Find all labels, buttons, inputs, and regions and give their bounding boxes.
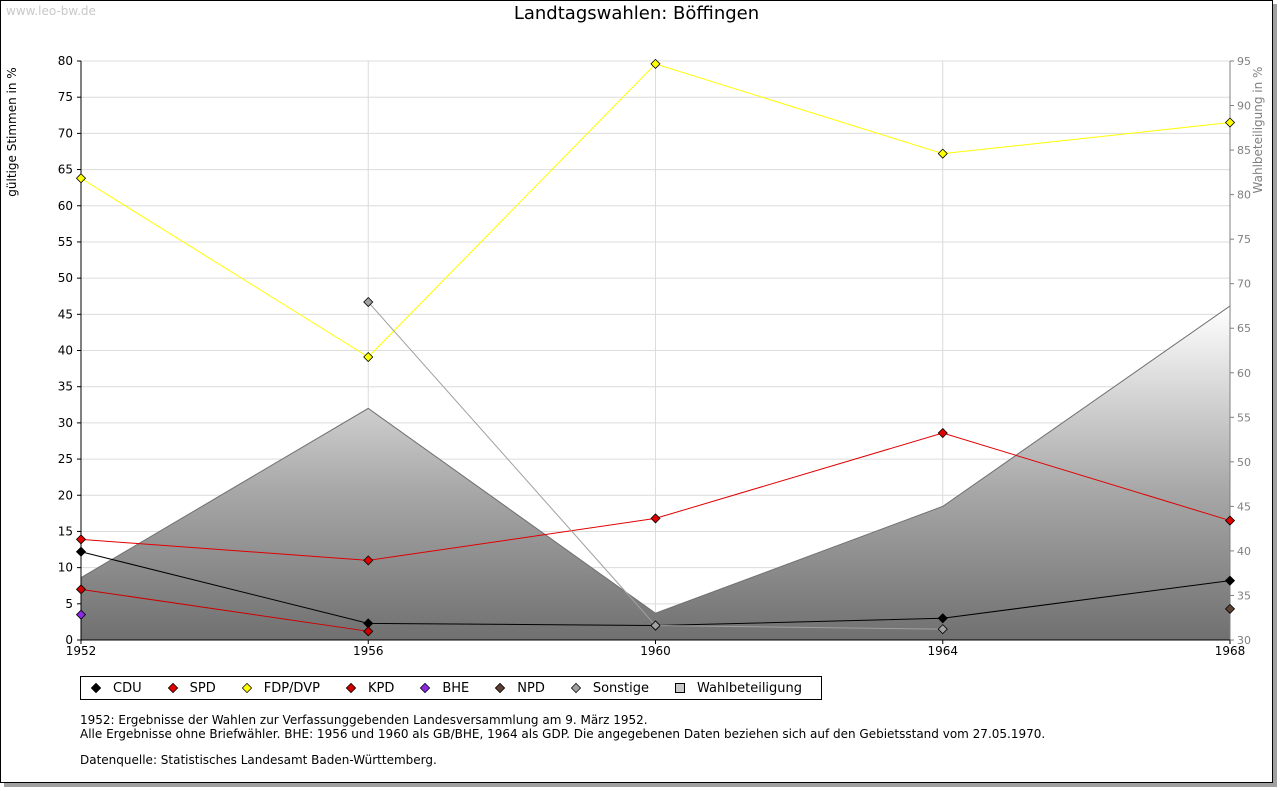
y2-tick-label: 85	[1237, 144, 1251, 157]
legend-label: CDU	[113, 680, 142, 696]
diamond-icon	[420, 682, 431, 694]
data-point	[363, 351, 374, 363]
x-tick-label: 1952	[66, 644, 97, 658]
x-tick-label: 1964	[927, 644, 958, 658]
y-tick-label: 0	[65, 633, 73, 647]
diamond-icon	[495, 682, 506, 694]
legend-item-cdu[interactable]: CDU	[90, 680, 142, 696]
diamond-icon	[90, 682, 102, 694]
chart-canvas: 0 5 10 15 20 25 30 35 40 45 50 55 60 65 70 75 80 1952 1956…	[5, 54, 1265, 658]
y2-tick-label: 90	[1237, 100, 1251, 113]
legend-label: BHE	[442, 680, 470, 696]
y2-tick-label: 95	[1237, 55, 1251, 68]
y-tick-label: 40	[58, 344, 73, 358]
x-tick-label: 1968	[1215, 644, 1246, 658]
legend-label: SPD	[189, 680, 216, 696]
y2-tick-label: 75	[1237, 233, 1251, 246]
y-tick-label: 60	[58, 199, 73, 213]
watermark: www.leo-bw.de	[6, 4, 96, 18]
data-point	[937, 613, 948, 624]
y2-tick-label: 40	[1237, 545, 1251, 558]
data-point	[650, 620, 661, 631]
diamond-icon	[570, 682, 581, 694]
data-point	[75, 546, 87, 557]
data-point	[650, 513, 661, 524]
y-tick-label: 50	[58, 271, 73, 285]
y2-tick-label: 65	[1237, 322, 1251, 335]
data-point	[1224, 603, 1236, 614]
legend-item-fdp-dvp[interactable]: FDP/DVP	[241, 680, 320, 696]
series-spd	[75, 427, 1236, 566]
footnote-general: Alle Ergebnisse ohne Briefwähler. BHE: 1…	[80, 727, 1046, 741]
legend-label: FDP/DVP	[263, 680, 320, 696]
y-tick-label: 75	[58, 90, 73, 104]
data-source: Datenquelle: Statistisches Landesamt Bad…	[80, 753, 437, 767]
data-point	[363, 296, 374, 308]
legend-item-bhe[interactable]: BHE	[420, 681, 469, 696]
legend-label: Wahlbeteiligung	[697, 680, 803, 696]
footnotes: 1952: Ergebnisse der Wahlen zur Verfassu…	[80, 713, 1045, 767]
y-tick-label: 30	[58, 416, 73, 430]
data-point	[937, 148, 948, 159]
data-point	[75, 173, 87, 184]
x-tick-label: 1956	[353, 644, 384, 658]
chart-title: Landtagswahlen: Böffingen	[513, 3, 760, 24]
legend: CDU SPD FDP/DVP KPD BHE NPD Sonstige Wah…	[80, 676, 822, 700]
y2-tick-label: 60	[1237, 367, 1251, 380]
y2-tick-label: 30	[1237, 634, 1251, 647]
legend-item-npd[interactable]: NPD	[495, 681, 545, 696]
y2-tick-label: 35	[1237, 589, 1251, 602]
y2-tick-label: 50	[1237, 456, 1251, 469]
diamond-icon	[241, 682, 252, 694]
data-point	[363, 626, 374, 637]
footnote-1952: 1952: Ergebnisse der Wahlen zur Verfassu…	[80, 713, 648, 727]
data-point	[75, 609, 87, 620]
data-point	[1224, 117, 1236, 128]
series-fdp-dvp	[75, 58, 1236, 363]
data-point	[1224, 575, 1236, 586]
x-tick-label: 1960	[640, 644, 671, 658]
y-tick-label: 20	[58, 488, 73, 502]
series-kpd	[75, 584, 374, 637]
data-point	[1224, 515, 1236, 526]
legend-item-spd[interactable]: SPD	[167, 680, 216, 696]
series-bhe	[75, 609, 87, 620]
y-tick-label: 55	[58, 235, 73, 249]
legend-label: KPD	[367, 680, 395, 696]
y-tick-label: 10	[58, 561, 73, 575]
y2-tick-label: 55	[1237, 411, 1251, 424]
y-tick-label: 80	[58, 54, 73, 68]
legend-label: NPD	[517, 680, 545, 696]
diamond-icon	[167, 682, 178, 694]
y2-axis-label: Wahlbeteiligung in %	[1251, 67, 1265, 194]
y2-tick-label: 70	[1237, 278, 1251, 291]
y-tick-label: 70	[58, 126, 73, 140]
y-axis-label: gültige Stimmen in %	[5, 67, 19, 196]
legend-item-wahlbeteiligung[interactable]: Wahlbeteiligung	[675, 681, 802, 696]
y-tick-label: 15	[58, 524, 73, 538]
series-line	[80, 588, 369, 632]
series-sonstige	[363, 296, 948, 635]
y-tick-label: 35	[58, 380, 73, 394]
y2-tick-label: 45	[1237, 500, 1251, 513]
y-tick-label: 25	[58, 452, 73, 466]
y2-tick-label: 80	[1237, 189, 1251, 202]
diamond-icon	[345, 682, 357, 694]
data-point	[75, 584, 87, 595]
y-tick-label: 65	[58, 163, 73, 177]
legend-item-kpd[interactable]: KPD	[345, 680, 395, 696]
square-icon	[675, 683, 686, 693]
data-point	[75, 534, 87, 545]
series-npd	[1224, 603, 1236, 614]
y-tick-label: 45	[58, 307, 73, 321]
data-point	[650, 58, 661, 69]
legend-item-sonstige[interactable]: Sonstige	[570, 680, 650, 696]
data-point	[937, 624, 948, 635]
legend-label: Sonstige	[592, 680, 650, 696]
data-point	[363, 555, 374, 566]
y-tick-label: 5	[65, 597, 73, 611]
data-point	[937, 427, 948, 439]
series-layer	[75, 58, 1236, 637]
